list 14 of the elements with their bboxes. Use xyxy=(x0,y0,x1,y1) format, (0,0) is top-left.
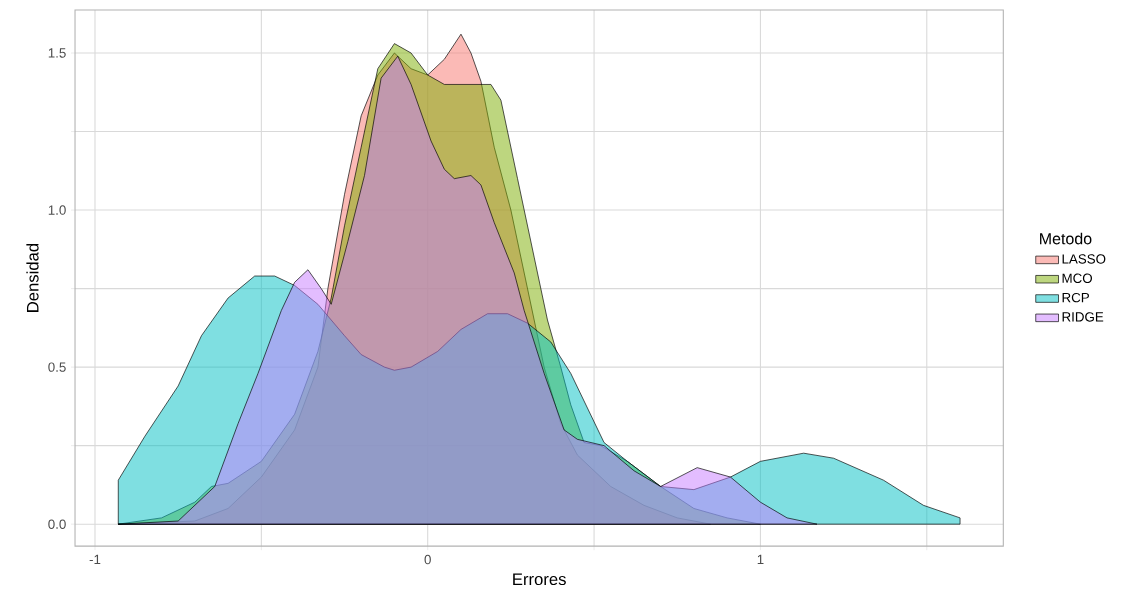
legend-label: LASSO xyxy=(1062,254,1106,264)
y-tick-label: 1.0 xyxy=(48,205,66,215)
x-axis-title: Errores xyxy=(513,573,566,586)
legend-label: RIDGE xyxy=(1062,312,1104,322)
y-tick-label: 0.5 xyxy=(48,362,66,372)
y-tick-label: 1.5 xyxy=(48,48,66,58)
legend-title: Metodo xyxy=(1040,232,1092,245)
x-tick-label: -1 xyxy=(89,554,101,564)
y-tick-label: 0.0 xyxy=(48,519,66,529)
x-tick-label: 1 xyxy=(757,554,764,564)
y-axis-title: Densidad xyxy=(26,243,39,312)
legend-label: RCP xyxy=(1062,292,1089,303)
x-tick-label: 0 xyxy=(424,554,431,565)
legend-label: MCO xyxy=(1062,273,1093,283)
